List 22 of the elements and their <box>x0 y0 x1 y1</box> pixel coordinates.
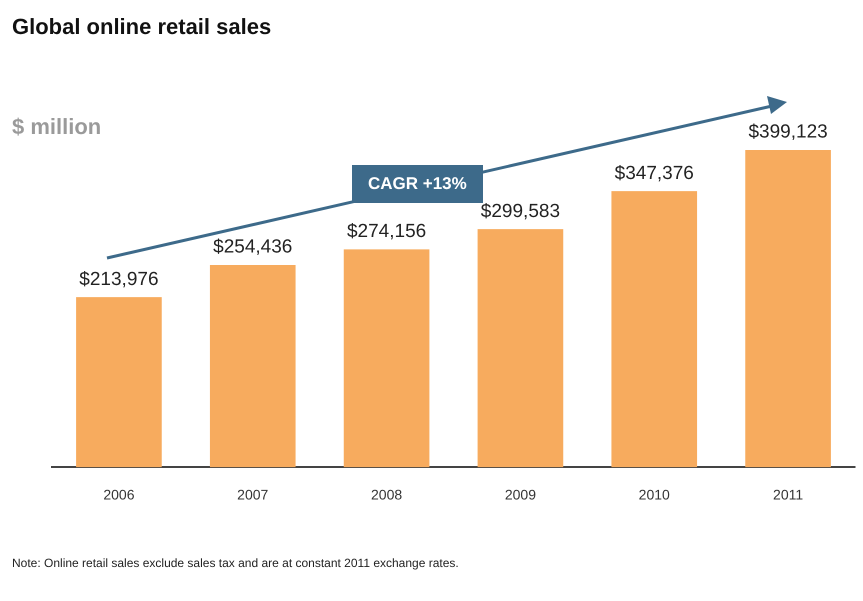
bar <box>210 264 296 468</box>
bar <box>76 297 162 468</box>
y-axis-title: $ million <box>12 114 102 140</box>
x-tick-label: 2009 <box>504 486 536 502</box>
x-tick-label: 2011 <box>773 486 804 502</box>
x-tick-label: 2006 <box>103 486 135 502</box>
x-tick-label: 2008 <box>371 486 402 502</box>
data-label: $399,123 <box>748 122 828 143</box>
bar <box>344 249 430 468</box>
data-label: $274,156 <box>346 221 426 242</box>
bar <box>478 229 564 468</box>
data-label: $254,436 <box>213 236 292 258</box>
bar <box>611 191 698 468</box>
annotation: CAGR +13% <box>352 165 483 203</box>
data-label: $213,976 <box>79 268 159 290</box>
x-tick-label: 2010 <box>638 486 670 502</box>
bar <box>745 150 831 468</box>
chart-title: Global online retail sales <box>12 14 272 40</box>
x-tick-label: 2007 <box>237 486 269 502</box>
data-label: $299,583 <box>480 200 560 222</box>
data-label: $347,376 <box>614 162 694 184</box>
text: Note: Online retail sales exclude sales tax and are at constant 2011 exchange rates. <box>12 556 459 570</box>
